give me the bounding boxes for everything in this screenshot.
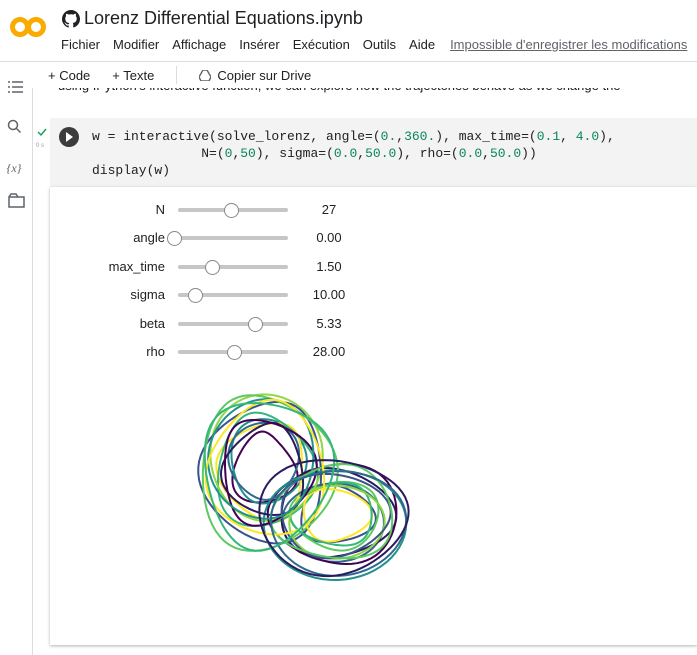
notebook-title: Lorenz Differential Equations.ipynb [62, 8, 363, 29]
slider-knob[interactable] [224, 203, 239, 218]
trajectory [269, 470, 408, 577]
code-line: w = interactive(solve_lorenz, angle=(0.,… [92, 129, 615, 144]
slider-track[interactable] [178, 293, 288, 297]
trajectory [302, 488, 374, 543]
widget-value: 0.00 [316, 230, 342, 245]
header: Lorenz Differential Equations.ipynb Fich… [0, 0, 697, 60]
title-text[interactable]: Lorenz Differential Equations.ipynb [84, 8, 363, 28]
menu-item[interactable]: Fichier [61, 37, 101, 52]
save-warning[interactable]: Impossible d'enregistrer les modificatio… [450, 37, 688, 52]
widget-label: rho [146, 344, 165, 359]
slider-track[interactable] [178, 265, 288, 269]
widget-value: 28.00 [312, 344, 346, 359]
trajectory [258, 459, 410, 578]
widget-value: 1.50 [316, 259, 342, 274]
trajectory [227, 421, 301, 501]
svg-text:0 s: 0 s [36, 143, 44, 149]
widget-label: N [155, 202, 165, 217]
menu-item[interactable]: Modifier [113, 37, 160, 52]
menu-item[interactable]: Aide [409, 37, 436, 52]
trajectory [224, 419, 318, 527]
toolbar: + Code + Texte Copier sur Drive [32, 61, 697, 88]
code-line: display(w) [92, 163, 171, 178]
cell-output: N 27 angle 0.00 max_time 1.50 sigma 10.00 beta 5.… [50, 187, 697, 645]
add-text-button[interactable]: + Texte [112, 67, 155, 83]
separator [176, 66, 178, 84]
trajectory [262, 469, 408, 582]
code-line: N=(0,50), sigma=(0.0,50.0), rho=(0.0,50.… [92, 146, 537, 161]
slider-knob[interactable] [167, 231, 182, 246]
widget-label: angle [133, 230, 165, 245]
widget-value: 27 [321, 202, 337, 217]
trajectory [203, 402, 336, 552]
slider-track[interactable] [178, 236, 288, 240]
menu-bar: Fichier Modifier Affichage Insérer Exécution… [61, 37, 687, 52]
slider-knob[interactable] [248, 317, 263, 332]
trajectory [280, 472, 392, 560]
github-icon [62, 9, 80, 28]
menu-item[interactable]: Insérer [239, 37, 280, 52]
lorenz-plot [197, 393, 410, 582]
widget-label: sigma [130, 287, 165, 302]
copy-drive-button[interactable]: Copier sur Drive [199, 68, 311, 83]
exec-status: 0 s [36, 128, 47, 149]
menu-item[interactable]: Affichage [172, 37, 227, 52]
widget-label: max_time [108, 259, 165, 274]
slider-track[interactable] [178, 322, 288, 326]
menu-item[interactable]: Outils [362, 37, 397, 52]
add-code-button[interactable]: + Code [48, 67, 91, 83]
colab-logo [10, 17, 46, 37]
widget-label: beta [139, 316, 165, 331]
sidebar-icons: {x} [7, 81, 25, 208]
menu-item[interactable]: Exécution [292, 37, 350, 52]
copy-drive-label: Copier sur Drive [217, 67, 312, 83]
svg-text:{x}: {x} [7, 161, 22, 175]
slider-knob[interactable] [227, 345, 242, 360]
slider-knob[interactable] [205, 260, 220, 275]
code-cell [50, 118, 697, 187]
drive-icon [199, 69, 212, 81]
sidebar: {x} [0, 61, 33, 655]
code-editor[interactable]: w = interactive(solve_lorenz, angle=(0.,… [92, 128, 615, 179]
slider-knob[interactable] [188, 288, 203, 303]
widget-value: 5.33 [316, 316, 342, 331]
trajectory [209, 393, 324, 522]
widget-value: 10.00 [312, 287, 346, 302]
trajectory [201, 394, 339, 552]
run-button[interactable] [58, 126, 80, 148]
